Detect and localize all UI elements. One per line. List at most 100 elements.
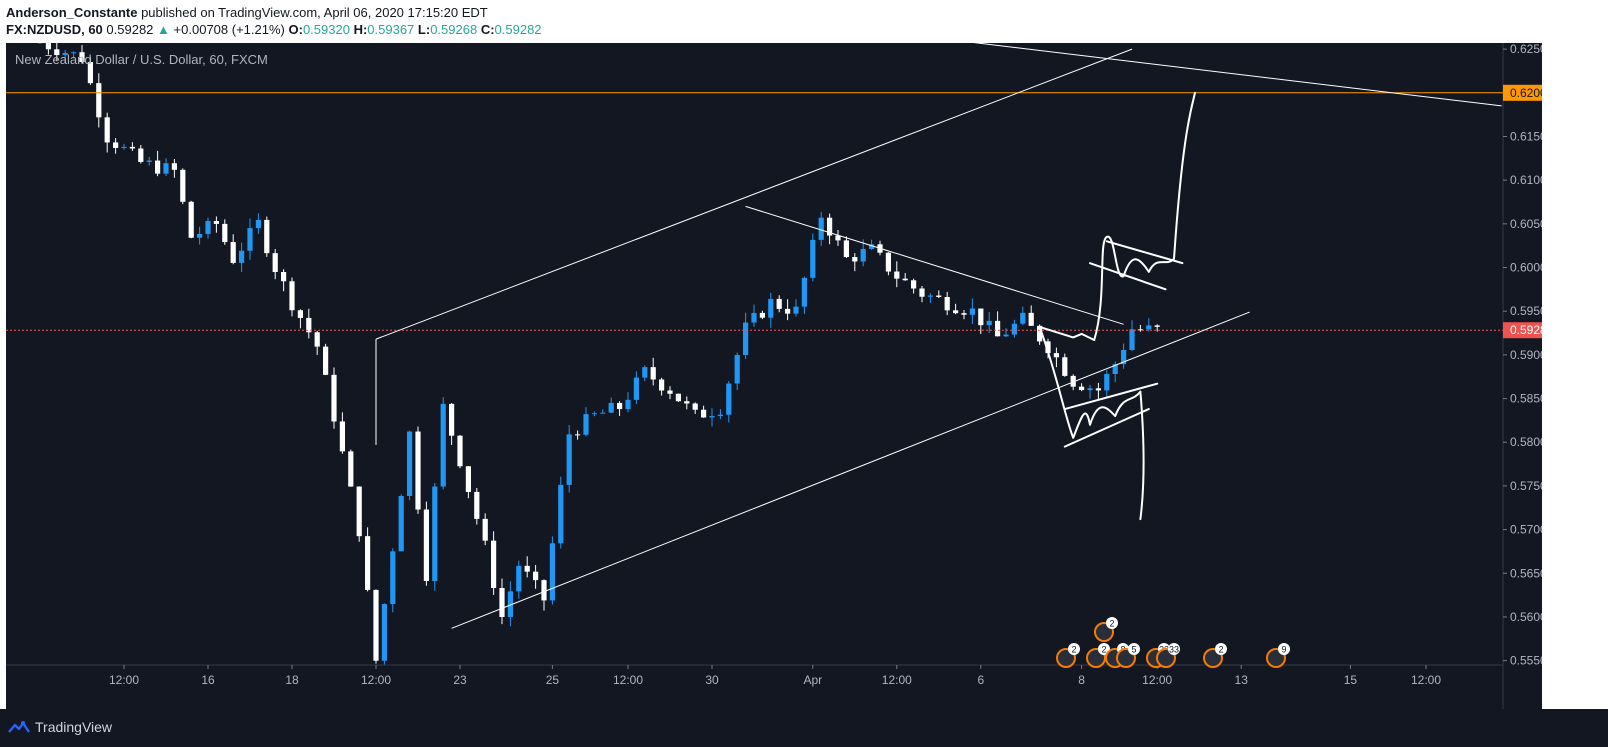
candle-body <box>936 295 942 298</box>
candle-body <box>348 451 354 487</box>
candle-body <box>1129 329 1135 350</box>
candle-body <box>684 401 690 404</box>
candle-body <box>1028 312 1034 326</box>
economic-event-badge[interactable]: 33 <box>1156 643 1180 668</box>
candle-body <box>222 223 228 243</box>
event-count-label: 2 <box>1101 645 1106 655</box>
candle-body <box>465 466 471 492</box>
price-tick-label: 0.56500 <box>1510 566 1542 580</box>
candle-body <box>751 312 757 323</box>
candle-body <box>1137 329 1143 331</box>
price-tick-label: 0.58000 <box>1510 435 1542 449</box>
candle-body <box>961 313 967 315</box>
candle-body <box>205 221 211 234</box>
candle-body <box>524 565 530 572</box>
price-tick-label: 0.62500 <box>1510 43 1542 56</box>
time-tick-label: Apr <box>803 673 822 687</box>
economic-event-badge[interactable]: 9 <box>1266 643 1290 668</box>
candle-body <box>1011 323 1017 335</box>
candle-body <box>575 434 581 436</box>
candle-body <box>415 431 421 510</box>
price-tick-label: 0.59500 <box>1510 304 1542 318</box>
candles-group <box>37 43 1160 665</box>
candle-body <box>591 413 597 415</box>
candle-body <box>407 431 413 496</box>
candle-body <box>1087 388 1093 391</box>
price-tick-label: 0.60500 <box>1510 217 1542 231</box>
chart-header: Anderson_Constante published on TradingV… <box>0 0 1608 42</box>
candle-body <box>1154 325 1160 327</box>
candle-body <box>1070 375 1076 387</box>
bearish-scenario-path <box>1038 325 1145 521</box>
economic-event-badge[interactable]: 2 <box>1056 643 1080 668</box>
candle-body <box>230 242 236 263</box>
economic-events-group: 22285233329 <box>1056 617 1290 668</box>
time-tick-label: 25 <box>546 673 560 687</box>
candle-body <box>558 484 564 544</box>
candle-body <box>1053 353 1059 358</box>
candle-body <box>45 43 51 50</box>
price-tick-label: 0.61000 <box>1510 173 1542 187</box>
candle-body <box>776 298 782 309</box>
candle-body <box>180 169 186 202</box>
tradingview-brand[interactable]: TradingView <box>8 719 112 735</box>
symbol-label[interactable]: FX:NZDUSD, 60 <box>6 22 103 37</box>
candle-body <box>113 142 119 148</box>
time-tick-label: 12:00 <box>1411 673 1441 687</box>
candle-body <box>1146 325 1152 330</box>
candle-body <box>314 332 320 347</box>
bear-flag-lower <box>1063 408 1150 448</box>
candle-body <box>650 367 656 380</box>
close-value: 0.59282 <box>494 22 542 37</box>
last-price: 0.59282 <box>106 22 154 37</box>
price-tick-label: 0.56000 <box>1510 610 1542 624</box>
candle-body <box>516 565 522 592</box>
economic-event-badge[interactable]: 2 <box>1203 643 1227 668</box>
candle-body <box>785 308 791 314</box>
time-tick-label: 12:00 <box>613 673 643 687</box>
published-text: published on TradingView.com, April 06, … <box>137 5 488 20</box>
author-name[interactable]: Anderson_Constante <box>6 5 138 20</box>
candle-body <box>734 354 740 384</box>
candle-body <box>919 288 925 297</box>
footer: TradingView <box>0 709 1608 747</box>
candle-body <box>373 589 379 661</box>
candle-body <box>297 310 303 318</box>
resistance-price-tag <box>1503 84 1542 101</box>
candle-body <box>995 320 1001 337</box>
candle-body <box>255 219 261 229</box>
time-tick-label: 16 <box>201 673 215 687</box>
candle-body <box>121 146 127 148</box>
high-label: H: <box>353 22 368 37</box>
price-tick-label: 0.55500 <box>1510 654 1542 668</box>
candle-body <box>743 322 749 355</box>
price-tick-label: 0.58500 <box>1510 392 1542 406</box>
price-tick-label: 0.61500 <box>1510 129 1542 143</box>
candle-body <box>667 390 673 394</box>
candle-body <box>239 250 245 263</box>
candle-body <box>927 295 933 297</box>
time-tick-label: 12:00 <box>109 673 139 687</box>
price-change: +0.00708 (+1.21%) <box>173 22 285 37</box>
candle-body <box>793 306 799 314</box>
candle-body <box>323 346 329 375</box>
candle-body <box>449 403 455 436</box>
candle-body <box>642 367 648 378</box>
economic-event-badge[interactable]: 2 <box>1094 617 1118 642</box>
candle-body <box>549 543 555 601</box>
candle-body <box>499 587 505 617</box>
event-count-label: 2 <box>1218 645 1223 655</box>
price-chart[interactable]: 0.62500 0.62000 0.61500 0.61000 0.60500 0.600… <box>6 43 1542 709</box>
chart-area[interactable]: 0.62500 0.62000 0.61500 0.61000 0.60500 0.600… <box>6 43 1542 709</box>
candle-body <box>1062 357 1068 376</box>
event-count-bubble <box>1215 643 1227 655</box>
candle-body <box>801 277 807 307</box>
time-tick-label: 12:00 <box>882 673 912 687</box>
candle-body <box>1112 364 1118 375</box>
candle-body <box>541 580 547 601</box>
bull-flag-lower <box>1089 262 1167 291</box>
channel-upper-line <box>375 48 1133 340</box>
current-price-tag <box>1503 322 1542 339</box>
economic-event-badge[interactable]: 5 <box>1116 643 1140 668</box>
candle-body <box>96 83 102 118</box>
